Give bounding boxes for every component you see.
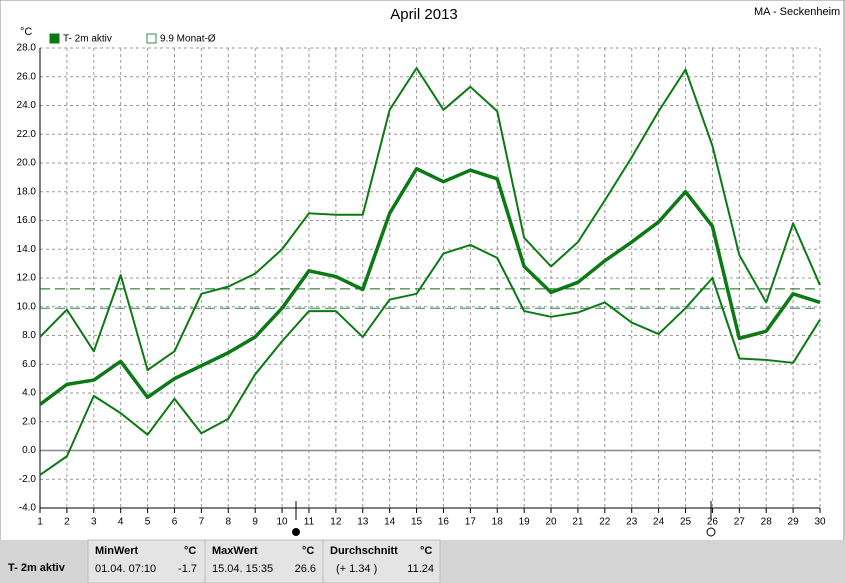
- legend-label: T- 2m aktiv: [63, 34, 112, 45]
- x-tick-label: 29: [788, 517, 800, 528]
- x-tick-label: 4: [118, 517, 124, 528]
- stats-unit: °C: [302, 545, 314, 557]
- x-tick-label: 9: [252, 517, 258, 528]
- y-tick-label: 12.0: [17, 273, 37, 284]
- series-line: [38, 167, 821, 406]
- y-tick-label: 16.0: [17, 215, 37, 226]
- x-tick-label: 6: [172, 517, 178, 528]
- series-line: [39, 243, 821, 476]
- y-tick-label: -4.0: [19, 503, 37, 514]
- stats-time: 01.04. 07:10: [95, 563, 156, 575]
- y-tick-label: 18.0: [17, 186, 37, 197]
- legend-label: 9.9 Monat-Ø: [160, 34, 216, 45]
- x-tick-label: 14: [384, 517, 396, 528]
- stats-unit: °C: [184, 545, 196, 557]
- x-tick-label: 1: [37, 517, 43, 528]
- stats-time: 15.04. 15:35: [212, 563, 273, 575]
- y-tick-label: 26.0: [17, 71, 37, 82]
- y-tick-label: 8.0: [22, 330, 36, 341]
- y-unit: °C: [20, 26, 32, 38]
- x-tick-label: 27: [734, 517, 746, 528]
- x-tick-label: 7: [199, 517, 205, 528]
- x-tick-label: 5: [145, 517, 151, 528]
- legend-swatch: [49, 33, 60, 44]
- x-tick-label: 10: [277, 517, 289, 528]
- legend-swatch: [146, 33, 157, 44]
- stats-diff: (+ 1.34 ): [336, 563, 377, 575]
- new-moon-icon: [292, 528, 300, 536]
- y-tick-label: 14.0: [17, 244, 37, 255]
- x-tick-label: 26: [707, 517, 719, 528]
- y-tick-label: 24.0: [17, 100, 37, 111]
- x-tick-label: 19: [519, 517, 531, 528]
- full-moon-icon: [706, 527, 716, 537]
- stats-cell: [322, 539, 441, 583]
- x-tick-label: 23: [626, 517, 638, 528]
- x-tick-label: 2: [64, 517, 70, 528]
- stats-value: 11.24: [407, 563, 434, 575]
- stats-header: Durchschnitt: [330, 545, 398, 557]
- stats-header: MaxWert: [212, 545, 258, 557]
- y-tick-label: 10.0: [17, 301, 37, 312]
- stats-header: MinWert: [95, 545, 139, 557]
- x-tick-label: 30: [814, 517, 826, 528]
- x-tick-label: 3: [91, 517, 97, 528]
- x-tick-label: 13: [357, 517, 369, 528]
- y-tick-label: 2.0: [22, 416, 36, 427]
- y-tick-label: -2.0: [19, 474, 37, 485]
- x-tick-label: 21: [572, 517, 584, 528]
- chart-title: April 2013: [390, 6, 458, 23]
- y-tick-label: 4.0: [22, 388, 36, 399]
- x-tick-label: 17: [465, 517, 477, 528]
- x-tick-label: 25: [680, 517, 692, 528]
- x-tick-label: 28: [761, 517, 773, 528]
- y-tick-label: 0.0: [22, 445, 36, 456]
- y-tick-label: 22.0: [17, 129, 37, 140]
- x-tick-label: 8: [225, 517, 231, 528]
- y-tick-label: 20.0: [17, 158, 37, 169]
- station: MA - Seckenheim: [754, 6, 840, 18]
- x-tick-label: 15: [411, 517, 423, 528]
- y-tick-label: 28.0: [17, 43, 37, 54]
- stats-row-label: T- 2m aktiv: [8, 562, 66, 574]
- stats-value: -1.7: [178, 563, 197, 575]
- x-tick-label: 22: [599, 517, 611, 528]
- x-tick-label: 24: [653, 517, 665, 528]
- x-tick-label: 11: [304, 517, 315, 528]
- x-tick-label: 16: [438, 517, 450, 528]
- x-tick-label: 18: [492, 517, 504, 528]
- x-tick-label: 12: [330, 517, 342, 528]
- stats-value: 26.6: [295, 563, 316, 575]
- stats-cell: [87, 539, 206, 583]
- y-tick-label: 6.0: [22, 359, 36, 370]
- stats-unit: °C: [420, 545, 432, 557]
- series-line: [39, 67, 821, 371]
- x-tick-label: 20: [545, 517, 557, 528]
- plot-area: -4.0 -2.0 0.0 2.0 4.0 6.0 8.0 10.0 12.0 14.0 16.0 1…: [17, 43, 826, 528]
